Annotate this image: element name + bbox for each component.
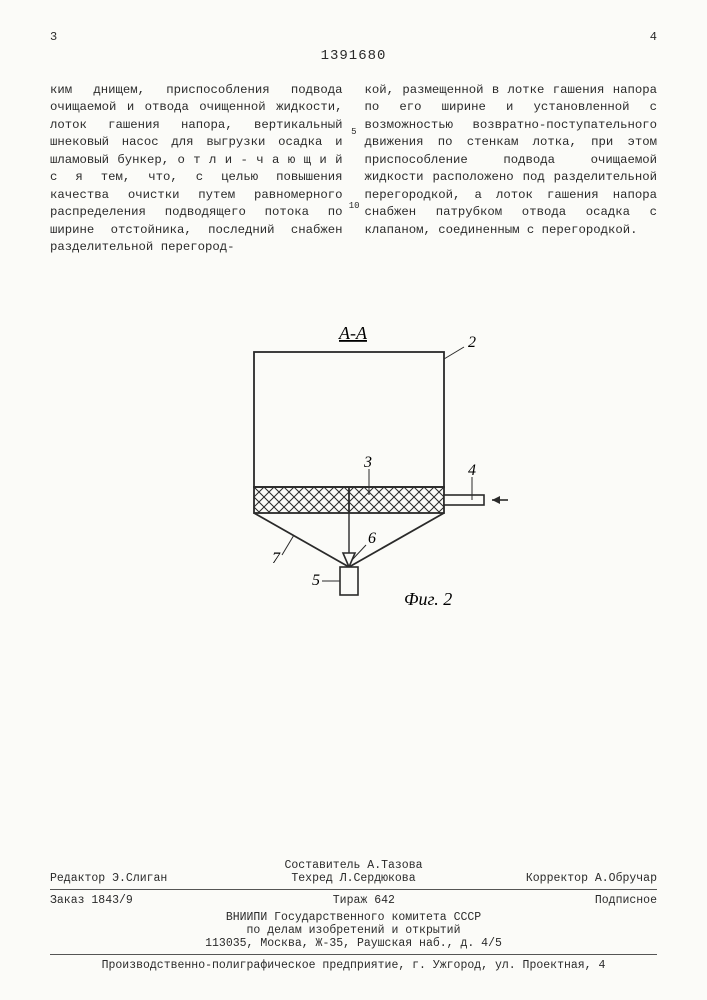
label-4: 4 xyxy=(468,462,476,479)
press-line: Производственно-полиграфическое предприя… xyxy=(50,959,657,972)
line-marker-5: 5 xyxy=(351,126,356,139)
divider-1 xyxy=(50,889,657,890)
colophon: Составитель А.Тазова Редактор Э.Слиган Т… xyxy=(50,859,657,972)
column-left: ким днищем, приспособления подвода очища… xyxy=(50,82,343,257)
print-run: Тираж 642 xyxy=(333,894,395,907)
subscription-mark: Подписное xyxy=(595,894,657,907)
claim-text-left: ким днищем, приспособления подвода очища… xyxy=(50,83,343,254)
label-3: 3 xyxy=(363,454,372,471)
compiler-line: Составитель А.Тазова xyxy=(50,859,657,872)
inlet-arrow-head xyxy=(492,496,500,504)
org-line-1: ВНИИПИ Государственного комитета СССР xyxy=(50,911,657,924)
section-label: А-А xyxy=(338,323,368,343)
leader-2 xyxy=(444,347,464,359)
label-2: 2 xyxy=(468,334,476,351)
divider-2 xyxy=(50,954,657,955)
org-line-2: по делам изобретений и открытий xyxy=(50,924,657,937)
patent-page: 3 4 1391680 ким днищем, приспособления п… xyxy=(0,0,707,1000)
tank-upper xyxy=(254,352,444,487)
inlet-pipe xyxy=(444,495,484,505)
page-number-row: 3 4 xyxy=(50,30,657,44)
leader-7 xyxy=(282,535,294,555)
techred-line: Техред Л.Сердюкова xyxy=(252,872,454,885)
figure-svg: А-А 2 3 4 xyxy=(194,317,514,637)
page-num-left: 3 xyxy=(50,30,57,44)
order-number: Заказ 1843/9 xyxy=(50,894,133,907)
page-num-right: 4 xyxy=(650,30,657,44)
line-marker-10: 10 xyxy=(349,200,360,213)
address-line: 113035, Москва, Ж-35, Раушская наб., д. … xyxy=(50,937,657,950)
label-7: 7 xyxy=(272,550,281,567)
text-columns: ким днищем, приспособления подвода очища… xyxy=(50,82,657,257)
claim-text-right: кой, размещенной в лотке гашения напора … xyxy=(365,83,658,237)
figure-caption: Фиг. 2 xyxy=(404,589,452,609)
label-6: 6 xyxy=(368,530,376,547)
outlet-pipe xyxy=(340,567,358,595)
label-5: 5 xyxy=(312,572,320,589)
document-number: 1391680 xyxy=(50,48,657,64)
corrector-line: Корректор А.Обручар xyxy=(455,872,657,885)
column-right: кой, размещенной в лотке гашения напора … xyxy=(365,82,658,257)
figure-block: А-А 2 3 4 xyxy=(50,317,657,642)
editor-line: Редактор Э.Слиган xyxy=(50,872,252,885)
